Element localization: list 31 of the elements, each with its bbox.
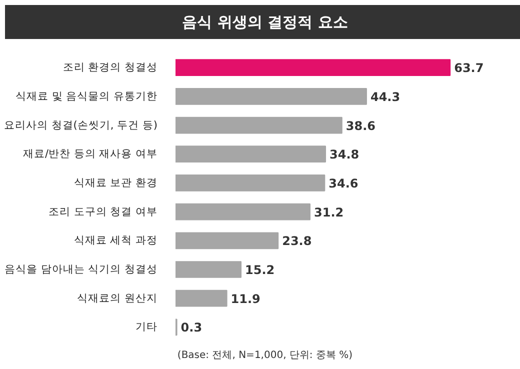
y-tick-label: 식재료 및 음식물의 유통기한 — [15, 90, 158, 102]
bar — [176, 88, 367, 105]
bar — [176, 174, 326, 192]
bar — [176, 232, 279, 250]
data-label: 34.8 — [330, 148, 360, 162]
data-label: 34.6 — [328, 176, 358, 190]
bar — [176, 290, 228, 307]
data-label: 38.6 — [346, 118, 376, 133]
data-label: 31.2 — [314, 205, 344, 220]
data-label: 0.3 — [180, 320, 202, 335]
data-label: 11.9 — [230, 292, 260, 306]
text: (Base: 전체, N=1,000, 단위: 중복 %) — [177, 349, 353, 363]
y-tick-label: 요리사의 청결(손씻기, 두건 등) — [4, 119, 158, 132]
bar — [176, 203, 310, 220]
y-tick-label: 조리 도구의 청결 여부 — [48, 206, 158, 218]
bar — [176, 116, 342, 134]
y-tick-label: 식재료 보관 환경 — [74, 176, 158, 189]
y-tick-label: 조리 환경의 청결성 — [62, 62, 158, 74]
chart-title: 음식 위생의 결정적 요소 — [182, 12, 348, 33]
y-tick-label: 기타 — [136, 321, 158, 334]
data-label: 23.8 — [282, 234, 312, 248]
bar — [176, 59, 451, 76]
y-tick-label: 재료/반찬 등의 재사용 여부 — [22, 148, 158, 160]
bar — [176, 261, 242, 278]
data-label: 44.3 — [370, 90, 400, 104]
data-label: 15.2 — [245, 263, 275, 277]
y-tick-label: 식재료 세척 과정 — [74, 234, 158, 247]
data-label: 63.7 — [454, 61, 484, 76]
y-tick-label: 음식을 담아내는 식기의 청결성 — [4, 264, 158, 276]
bar — [176, 146, 326, 163]
y-tick-label: 식재료의 원산지 — [77, 292, 158, 304]
